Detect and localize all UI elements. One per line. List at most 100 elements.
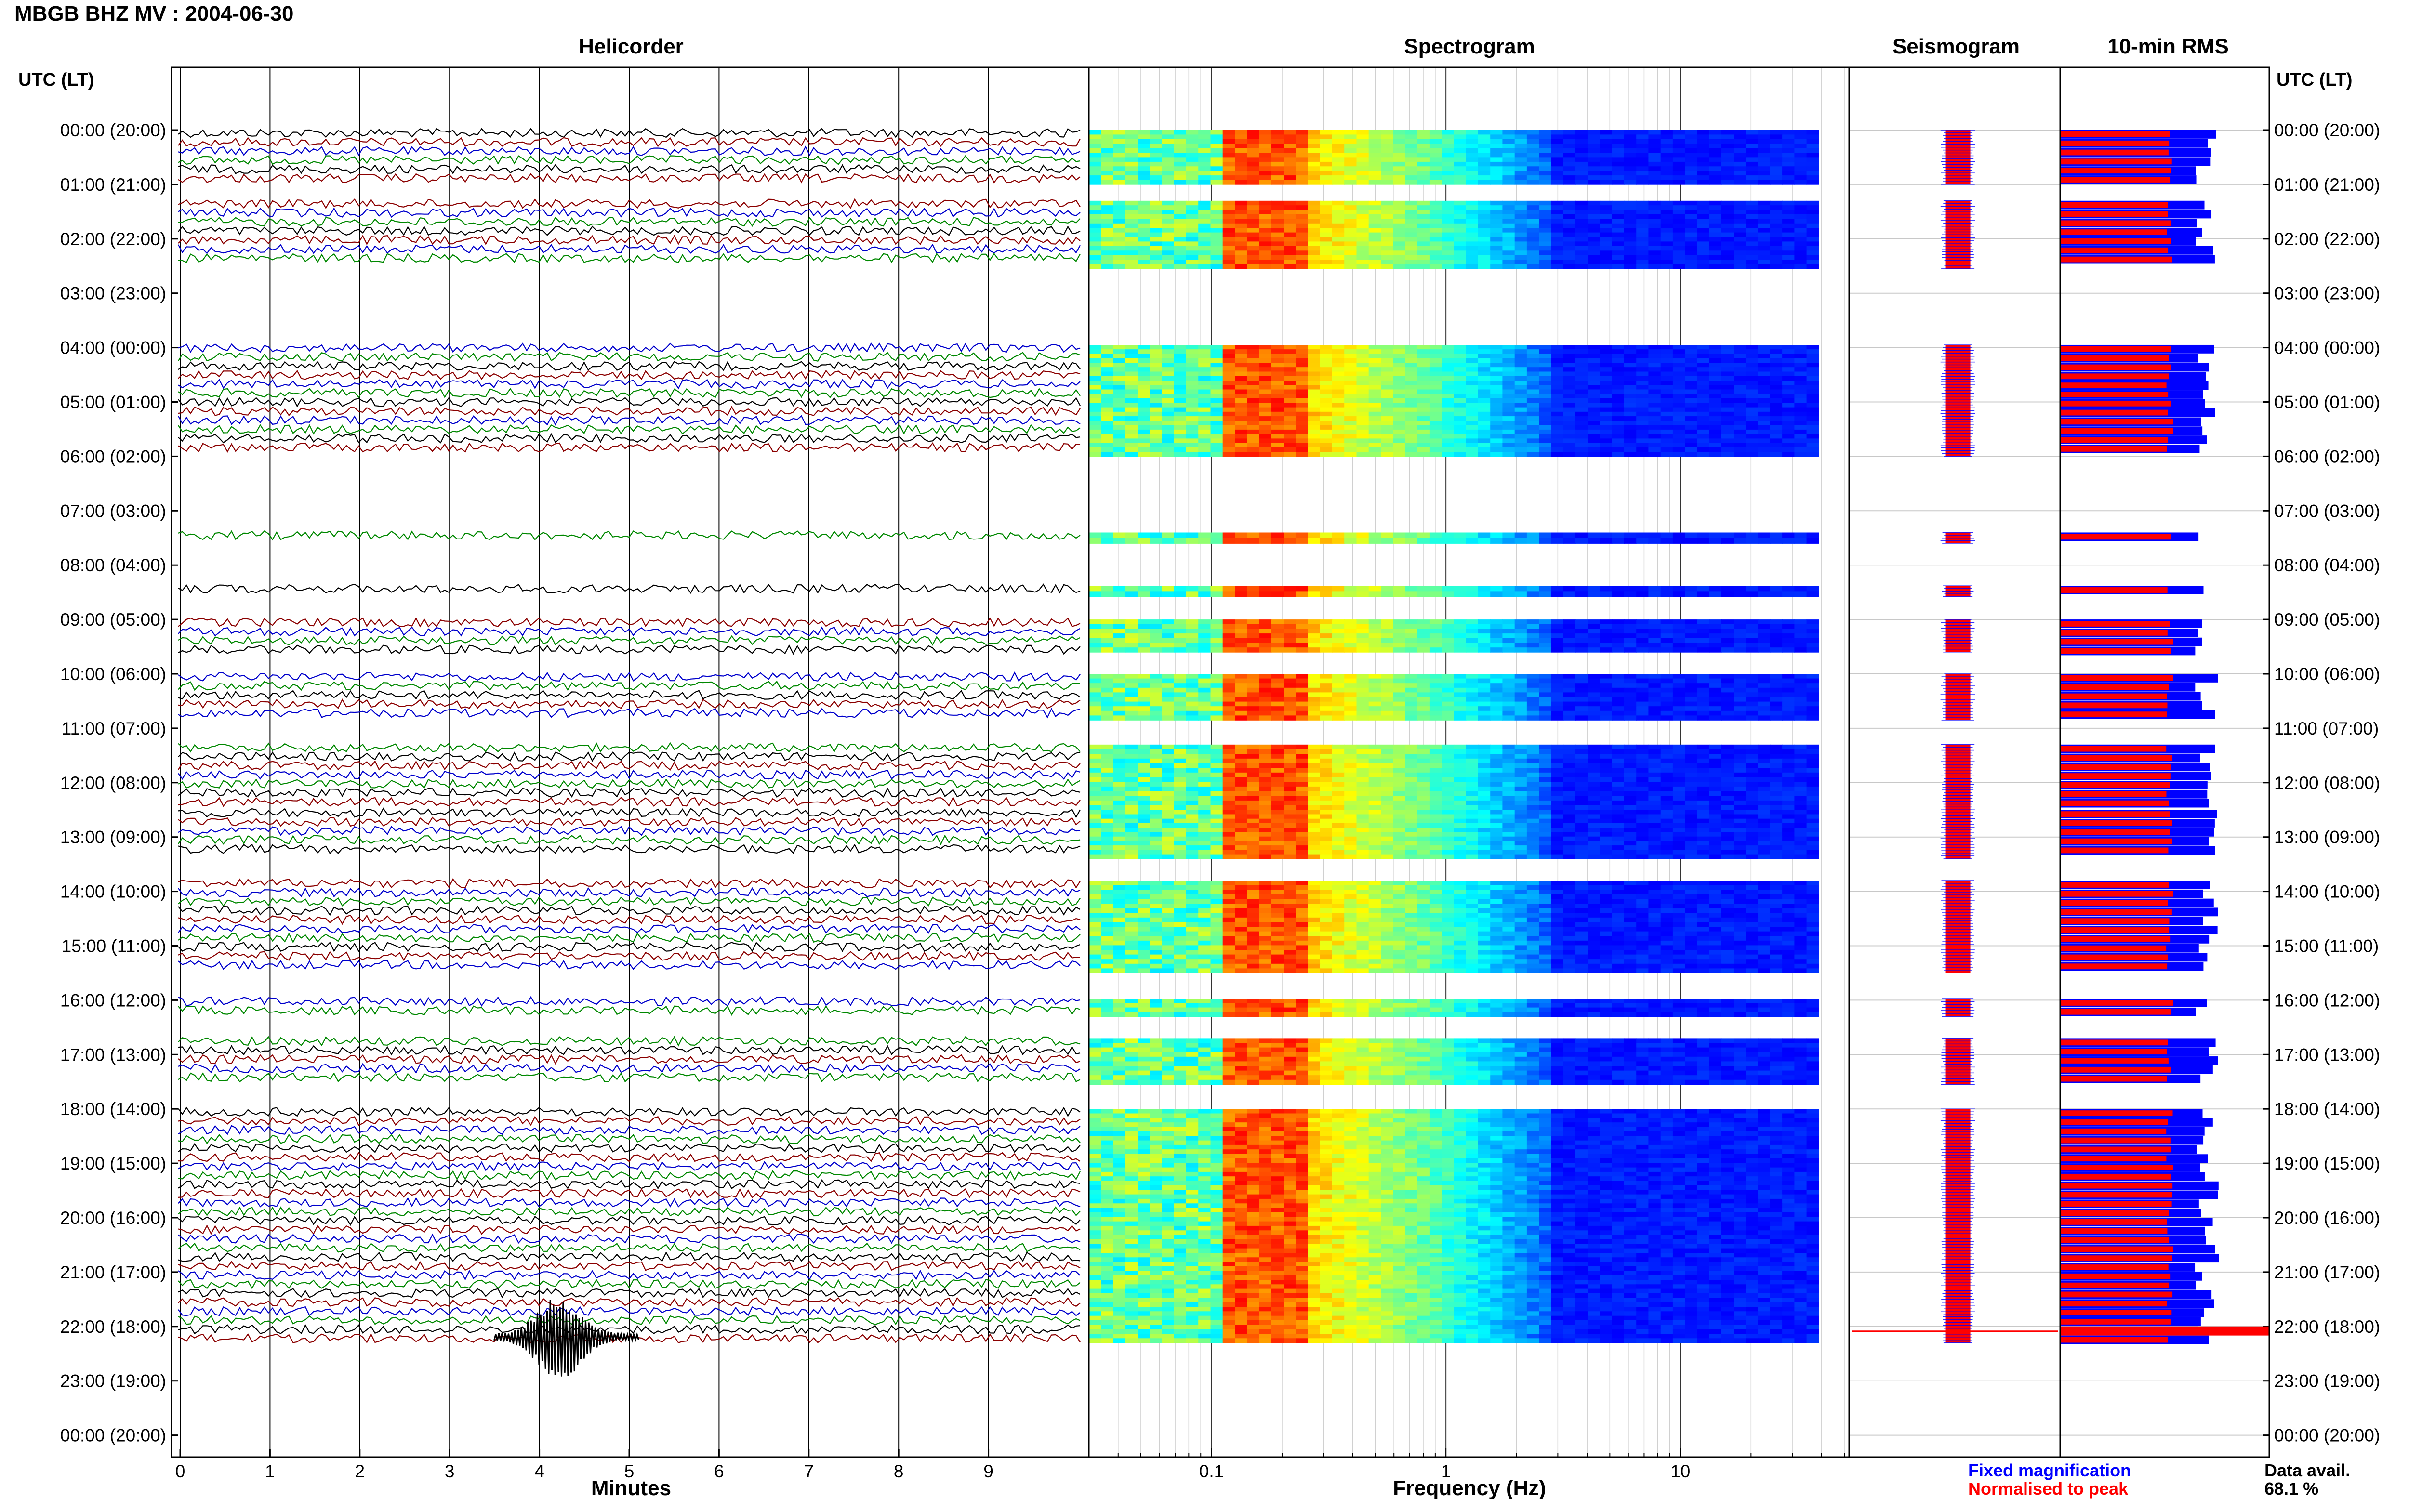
minute-tick-label: 9 bbox=[983, 1461, 993, 1481]
time-label-right: 15:00 (11:00) bbox=[2274, 936, 2379, 956]
rms-bar-normalised bbox=[2060, 382, 2167, 389]
seismogram-normalised-band bbox=[1945, 1109, 1971, 1343]
helicorder-trace bbox=[178, 778, 1081, 789]
seismogram-normalised-band bbox=[1945, 130, 1971, 184]
rms-bar-normalised bbox=[2060, 202, 2168, 208]
helicorder-trace bbox=[178, 996, 1081, 1007]
spectrogram-block bbox=[1089, 130, 1819, 185]
time-label-left: 02:00 (22:00) bbox=[60, 229, 166, 249]
time-label-right: 17:00 (13:00) bbox=[2274, 1045, 2380, 1065]
rms-bar-normalised bbox=[2060, 168, 2171, 174]
rms-bar-normalised bbox=[2060, 238, 2171, 244]
time-label-right: 00:00 (20:00) bbox=[2274, 120, 2380, 140]
rms-bar-normalised bbox=[2060, 891, 2173, 897]
time-label-left: 04:00 (00:00) bbox=[60, 338, 166, 358]
helicorder-trace bbox=[178, 941, 1081, 952]
helicorder-title: Helicorder bbox=[579, 35, 684, 58]
rms-bar-normalised bbox=[2060, 419, 2173, 425]
rms-bar-normalised bbox=[2060, 409, 2168, 416]
helicorder-trace bbox=[178, 352, 1081, 362]
seismogram-fixed-trace bbox=[1940, 809, 1975, 859]
helicorder-trace bbox=[178, 1106, 1081, 1118]
helicorder-trace bbox=[178, 951, 1081, 961]
rms-bar-normalised bbox=[2060, 800, 2169, 806]
rms-bar-normalised bbox=[2060, 909, 2172, 915]
helicorder-trace bbox=[178, 1269, 1081, 1281]
helicorder-trace bbox=[178, 1279, 1081, 1289]
helicorder-trace bbox=[178, 887, 1081, 898]
rms-bar-normalised bbox=[2060, 1173, 2171, 1180]
rms-bar-normalised bbox=[2060, 428, 2173, 434]
helicorder-trace bbox=[178, 1179, 1081, 1190]
rms-bar-normalised bbox=[2060, 1201, 2172, 1207]
helicorder-trace bbox=[178, 1133, 1081, 1144]
helicorder-trace bbox=[178, 787, 1081, 798]
helicorder-trace bbox=[178, 760, 1081, 771]
time-label-left: 10:00 (06:00) bbox=[60, 664, 166, 684]
helicorder-trace bbox=[178, 442, 1081, 453]
seismogram-fixed-trace bbox=[1940, 880, 1975, 973]
spectrogram-block bbox=[1089, 619, 1819, 653]
helicorder-trace bbox=[178, 708, 1081, 719]
rms-bar-normalised bbox=[2060, 621, 2170, 627]
helicorder-trace bbox=[178, 906, 1081, 916]
helicorder-trace bbox=[178, 342, 1081, 353]
rms-bar-normalised bbox=[2060, 1237, 2170, 1243]
time-label-right: 09:00 (05:00) bbox=[2274, 610, 2380, 630]
seismogram-fixed-trace bbox=[1940, 1108, 1975, 1343]
helicorder-trace bbox=[178, 164, 1081, 174]
time-label-right: 13:00 (09:00) bbox=[2274, 828, 2380, 847]
time-label-left: 06:00 (02:00) bbox=[60, 447, 166, 466]
rms-bar-normalised bbox=[2060, 1183, 2173, 1189]
helicorder-trace bbox=[178, 796, 1081, 807]
time-label-left: 01:00 (21:00) bbox=[60, 175, 166, 195]
time-label-right: 19:00 (15:00) bbox=[2274, 1154, 2380, 1173]
seismogram-fixed-trace bbox=[1940, 673, 1975, 721]
helicorder-trace bbox=[178, 173, 1081, 184]
rms-bar-normalised bbox=[2060, 1058, 2169, 1064]
rms-bar-normalised bbox=[2060, 755, 2173, 761]
rms-bar-normalised bbox=[2060, 149, 2169, 156]
helicorder-trace bbox=[178, 1297, 1081, 1308]
helicorder-trace bbox=[178, 406, 1081, 417]
helicorder-trace bbox=[178, 843, 1081, 855]
time-label-left: 12:00 (08:00) bbox=[60, 773, 166, 793]
time-label-right: 11:00 (07:00) bbox=[2274, 719, 2379, 738]
helicorder-trace bbox=[178, 244, 1081, 254]
time-label-left: 09:00 (05:00) bbox=[60, 610, 166, 630]
minute-tick-label: 6 bbox=[714, 1461, 724, 1481]
rms-bar-normalised bbox=[2060, 900, 2168, 906]
helicorder-trace bbox=[178, 1116, 1081, 1126]
x-axis-title-minutes: Minutes bbox=[591, 1476, 672, 1500]
rms-bar-normalised bbox=[2060, 229, 2167, 236]
rms-bar-normalised bbox=[2060, 782, 2170, 788]
seismogram-fixed-trace bbox=[1940, 130, 1975, 185]
seismogram-normalised-band bbox=[1945, 810, 1971, 859]
time-label-right: 04:00 (00:00) bbox=[2274, 338, 2380, 358]
seismic-event-trace bbox=[493, 1300, 639, 1377]
minute-tick-label: 7 bbox=[804, 1461, 814, 1481]
time-label-right: 20:00 (16:00) bbox=[2274, 1208, 2380, 1228]
rms-bar-normalised bbox=[2060, 1009, 2171, 1015]
rms-bar-normalised bbox=[2060, 220, 2171, 226]
spectrogram-block bbox=[1089, 532, 1819, 544]
spectrogram-block bbox=[1089, 999, 1819, 1017]
helicorder-trace bbox=[178, 388, 1081, 398]
helicorder-trace bbox=[178, 1333, 1081, 1343]
time-label-left: 07:00 (03:00) bbox=[60, 501, 166, 521]
seismogram-fixed-trace bbox=[1942, 585, 1974, 597]
rms-bar-normalised bbox=[2060, 1110, 2173, 1117]
helicorder-trace bbox=[178, 1161, 1081, 1171]
seismogram-fixed-trace bbox=[1941, 1038, 1975, 1085]
helicorder-trace bbox=[178, 530, 1081, 541]
time-label-right: 14:00 (10:00) bbox=[2274, 882, 2380, 902]
seismogram-fixed-trace bbox=[1940, 532, 1975, 544]
rms-bar-normalised bbox=[2060, 177, 2171, 183]
seismogram-fixed-trace bbox=[1941, 998, 1975, 1017]
time-label-left: 23:00 (19:00) bbox=[60, 1371, 166, 1391]
rms-bar-normalised bbox=[2060, 355, 2169, 361]
rms-bar-normalised bbox=[2060, 1337, 2168, 1343]
rms-bar-normalised bbox=[2060, 131, 2170, 137]
helicorder-trace bbox=[178, 644, 1081, 655]
rms-bar-normalised bbox=[2060, 1128, 2167, 1134]
